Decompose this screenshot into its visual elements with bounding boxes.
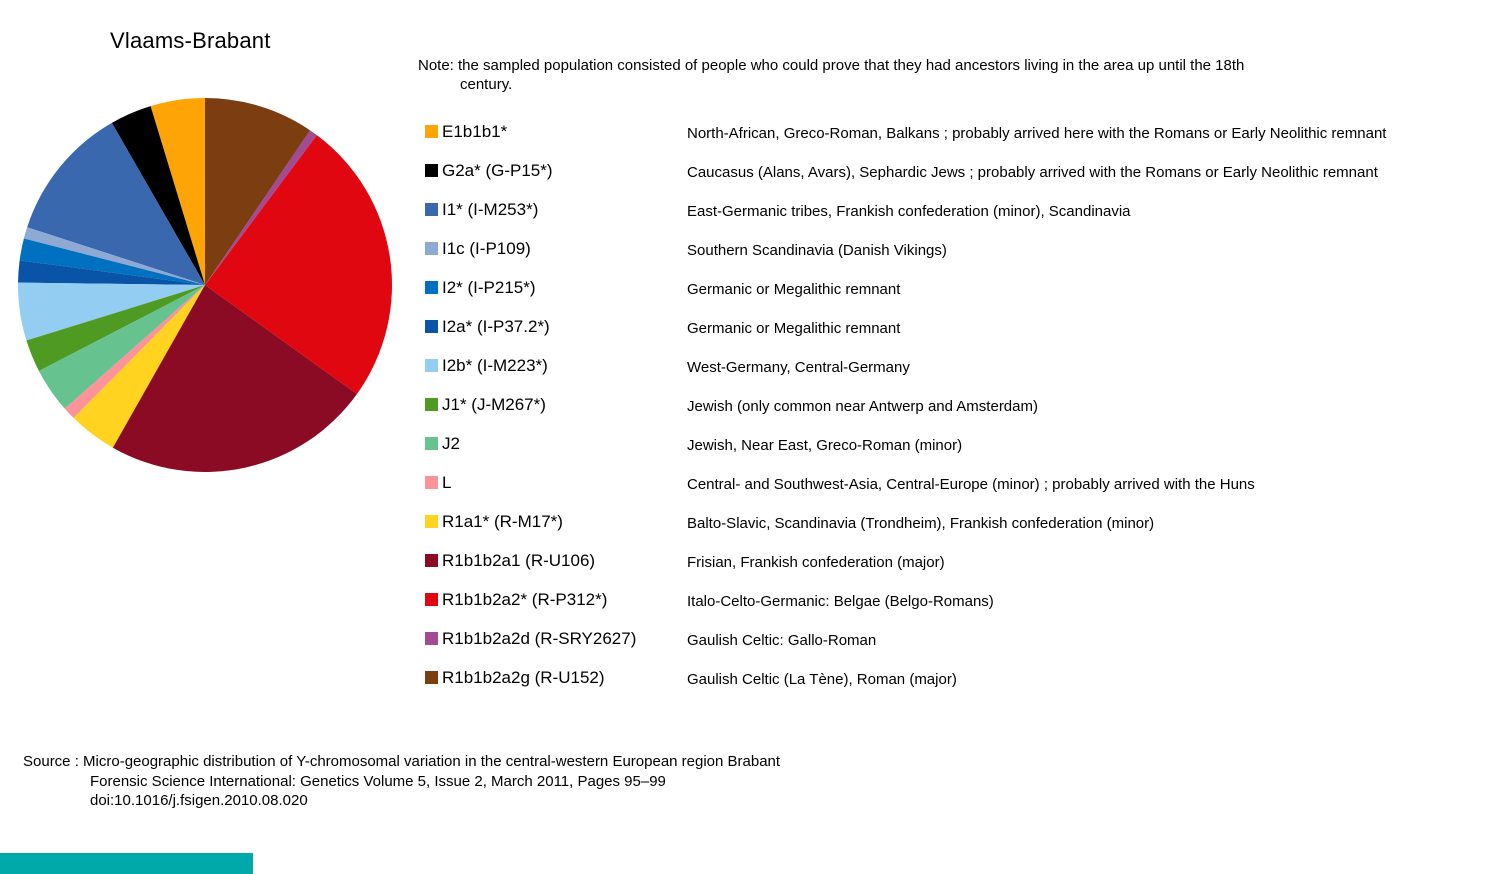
legend-item: R1b1b2a2g (R-U152) Gaulish Celtic (La Tè… [425, 667, 1386, 706]
pie-slice-r1b1b2a2g-r-u152 [205, 98, 311, 285]
legend-label: R1b1b2a1 (R-U106) [442, 551, 596, 570]
page-title: Vlaams-Brabant [110, 28, 271, 53]
pie-slice-r1b1b2a1-r-u106 [112, 285, 357, 472]
legend: E1b1b1* North-African, Greco-Roman, Balk… [425, 121, 1386, 706]
pie-slice-j1-j-m267 [26, 285, 205, 371]
legend-description: Germanic or Megalithic remnant [687, 320, 901, 337]
pie-slice-e1b1b1 [150, 98, 205, 285]
legend-label: I1c (I-P109) [442, 239, 531, 258]
source-line-3: doi:10.1016/j.fsigen.2010.08.020 [90, 792, 308, 809]
legend-item: L Central- and Southwest-Asia, Central-E… [425, 472, 1386, 511]
legend-item: R1a1* (R-M17*) Balto-Slavic, Scandinavia… [425, 511, 1386, 550]
teal-accent-bar [0, 853, 253, 874]
legend-item: I1* (I-M253*) East-Germanic tribes, Fran… [425, 199, 1386, 238]
pie-slice-l [64, 285, 205, 419]
legend-color-swatch [425, 125, 438, 138]
pie-slice-g2a-g-p15 [111, 106, 205, 285]
note-line-1: Note: the sampled population consisted o… [418, 57, 1245, 74]
legend-item: R1b1b2a2* (R-P312*) Italo-Celto-Germanic… [425, 589, 1386, 628]
legend-color-swatch [425, 164, 438, 177]
source-line-1: Source : Micro-geographic distribution o… [23, 753, 781, 770]
legend-item: R1b1b2a1 (R-U106) Frisian, Frankish conf… [425, 550, 1386, 589]
legend-description: Southern Scandinavia (Danish Vikings) [687, 242, 947, 259]
legend-color-swatch [425, 398, 438, 411]
legend-item: I2b* (I-M223*) West-Germany, Central-Ger… [425, 355, 1386, 394]
legend-description: North-African, Greco-Roman, Balkans ; pr… [687, 125, 1387, 142]
legend-description: Caucasus (Alans, Avars), Sephardic Jews … [687, 164, 1378, 181]
pie-slice-r1b1b2a2-r-p312 [205, 135, 392, 394]
pie-slice-r1a1-r-m17 [73, 285, 205, 448]
legend-label: L [442, 473, 452, 492]
pie-slice-i2b-i-m223 [17, 282, 206, 341]
legend-description: Jewish, Near East, Greco-Roman (minor) [687, 437, 963, 454]
legend-color-swatch [425, 671, 438, 684]
source-line-2: Forensic Science International: Genetics… [90, 772, 666, 790]
legend-label: G2a* (G-P15*) [442, 161, 553, 180]
legend-description: West-Germany, Central-Germany [687, 359, 910, 376]
legend-item: I2a* (I-P37.2*) Germanic or Megalithic r… [425, 316, 1386, 355]
legend-color-swatch [425, 593, 438, 606]
note: Note: the sampled population consisted o… [418, 56, 1244, 94]
legend-label: R1b1b2a2* (R-P312*) [442, 590, 608, 609]
legend-color-swatch [425, 203, 438, 216]
legend-description: Italo-Celto-Germanic: Belgae (Belgo-Roma… [687, 593, 994, 610]
legend-label: R1b1b2a2d (R-SRY2627) [442, 629, 637, 648]
legend-description: Jewish (only common near Antwerp and Ams… [687, 398, 1038, 415]
legend-color-swatch [425, 359, 438, 372]
legend-item: J2 Jewish, Near East, Greco-Roman (minor… [425, 433, 1386, 472]
legend-color-swatch [425, 515, 438, 528]
legend-color-swatch [425, 554, 438, 567]
legend-item: R1b1b2a2d (R-SRY2627) Gaulish Celtic: Ga… [425, 628, 1386, 667]
pie-slice-i1c-i-p109 [23, 227, 206, 285]
legend-label: R1b1b2a2g (R-U152) [442, 668, 605, 687]
legend-color-swatch [425, 632, 438, 645]
legend-description: Frisian, Frankish confederation (major) [687, 554, 945, 571]
legend-label: I1* (I-M253*) [442, 200, 539, 219]
pie-slice-i2-i-p215 [19, 238, 205, 285]
legend-color-swatch [425, 281, 438, 294]
legend-description: Gaulish Celtic (La Tène), Roman (major) [687, 671, 957, 688]
note-line-2: century. [460, 76, 513, 93]
legend-description: Germanic or Megalithic remnant [687, 281, 901, 298]
legend-label: J2 [442, 434, 460, 453]
pie-slice-r1b1b2a2d-r-sry2627 [205, 130, 317, 285]
pie-chart [17, 98, 392, 472]
legend-item: I2* (I-P215*) Germanic or Megalithic rem… [425, 277, 1386, 316]
legend-label: R1a1* (R-M17*) [442, 512, 563, 531]
pie-slice-j2 [38, 285, 205, 409]
legend-label: I2a* (I-P37.2*) [442, 317, 550, 336]
legend-description: Central- and Southwest-Asia, Central-Eur… [687, 476, 1255, 493]
legend-color-swatch [425, 476, 438, 489]
legend-color-swatch [425, 320, 438, 333]
legend-label: I2* (I-P215*) [442, 278, 536, 297]
legend-item: G2a* (G-P15*) Caucasus (Alans, Avars), S… [425, 160, 1386, 199]
pie-chart-container [17, 97, 393, 473]
legend-description: Balto-Slavic, Scandinavia (Trondheim), F… [687, 515, 1155, 532]
legend-description: Gaulish Celtic: Gallo-Roman [687, 632, 877, 649]
legend-label: J1* (J-M267*) [442, 395, 546, 414]
pie-slice-i2a-i-p37-2 [18, 260, 206, 285]
legend-label: E1b1b1* [442, 122, 508, 141]
legend-color-swatch [425, 437, 438, 450]
source-citation: Source : Micro-geographic distribution o… [23, 752, 780, 811]
legend-item: I1c (I-P109) Southern Scandinavia (Danis… [425, 238, 1386, 277]
pie-slice-i1-i-m253 [27, 122, 206, 285]
legend-item: J1* (J-M267*) Jewish (only common near A… [425, 394, 1386, 433]
legend-color-swatch [425, 242, 438, 255]
legend-description: East-Germanic tribes, Frankish confedera… [687, 203, 1131, 220]
legend-label: I2b* (I-M223*) [442, 356, 548, 375]
legend-item: E1b1b1* North-African, Greco-Roman, Balk… [425, 121, 1386, 160]
